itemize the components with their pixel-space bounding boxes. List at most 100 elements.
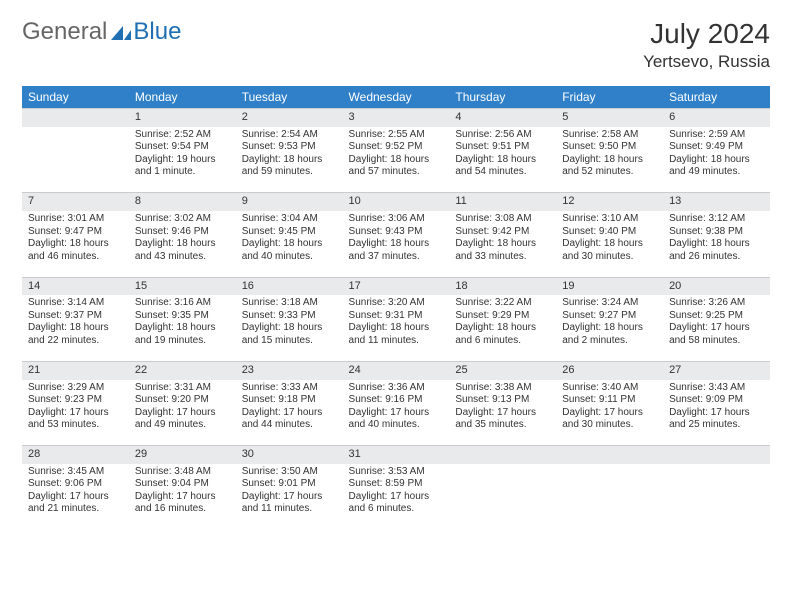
daylight-text-2: and 52 minutes. <box>562 166 657 179</box>
day-header: Sunday <box>22 86 129 109</box>
sunrise-text: Sunrise: 3:48 AM <box>135 466 230 479</box>
sunrise-text: Sunrise: 3:43 AM <box>669 382 764 395</box>
daylight-text-1: Daylight: 18 hours <box>562 154 657 167</box>
daylight-text-1: Daylight: 18 hours <box>455 322 550 335</box>
sunset-text: Sunset: 9:23 PM <box>28 394 123 407</box>
sunrise-text: Sunrise: 3:45 AM <box>28 466 123 479</box>
sunrise-text: Sunrise: 2:55 AM <box>349 129 444 142</box>
calendar-header-row: SundayMondayTuesdayWednesdayThursdayFrid… <box>22 86 770 109</box>
location-label: Yertsevo, Russia <box>643 52 770 72</box>
day-number-cell: 9 <box>236 193 343 211</box>
daylight-text-2: and 46 minutes. <box>28 251 123 264</box>
day-data-cell: Sunrise: 3:12 AMSunset: 9:38 PMDaylight:… <box>663 211 770 277</box>
day-number-row: 14151617181920 <box>22 277 770 295</box>
daylight-text-1: Daylight: 17 hours <box>135 407 230 420</box>
day-number-cell: 19 <box>556 277 663 295</box>
day-header: Monday <box>129 86 236 109</box>
day-header: Wednesday <box>343 86 450 109</box>
day-number-row: 21222324252627 <box>22 361 770 379</box>
day-data-row: Sunrise: 3:29 AMSunset: 9:23 PM Daylight:… <box>22 380 770 446</box>
sunrise-text: Sunrise: 3:04 AM <box>242 213 337 226</box>
day-number-row: 78910111213 <box>22 193 770 211</box>
day-number-cell: 18 <box>449 277 556 295</box>
daylight-text-2: and 35 minutes. <box>455 419 550 432</box>
sunset-text: Sunset: 8:59 PM <box>349 478 444 491</box>
day-data-row: Sunrise: 3:01 AMSunset: 9:47 PMDaylight:… <box>22 211 770 277</box>
sunrise-text: Sunrise: 3:53 AM <box>349 466 444 479</box>
daylight-text-2: and 30 minutes. <box>562 251 657 264</box>
day-number-cell: 31 <box>343 446 450 464</box>
daylight-text-1: Daylight: 18 hours <box>28 238 123 251</box>
sunset-text: Sunset: 9:33 PM <box>242 310 337 323</box>
daylight-text-2: and 40 minutes. <box>242 251 337 264</box>
page-header: General Blue July 2024 Yertsevo, Russia <box>22 18 770 72</box>
sunset-text: Sunset: 9:29 PM <box>455 310 550 323</box>
day-data-cell: Sunrise: 2:56 AMSunset: 9:51 PMDaylight:… <box>449 127 556 193</box>
day-data-cell: Sunrise: 3:31 AMSunset: 9:20 PMDaylight:… <box>129 380 236 446</box>
sunrise-text: Sunrise: 3:29 AM <box>28 382 123 395</box>
daylight-text-2: and 19 minutes. <box>135 335 230 348</box>
brand-text-blue: Blue <box>133 18 181 46</box>
day-data-cell: Sunrise: 2:54 AMSunset: 9:53 PMDaylight:… <box>236 127 343 193</box>
day-number-cell: 23 <box>236 361 343 379</box>
day-data-row: Sunrise: 3:45 AMSunset: 9:06 PM Daylight:… <box>22 464 770 530</box>
sunrise-text: Sunrise: 2:59 AM <box>669 129 764 142</box>
day-number-cell <box>449 446 556 464</box>
daylight-text-1: Daylight: 18 hours <box>455 238 550 251</box>
sunrise-text: Sunrise: 3:06 AM <box>349 213 444 226</box>
daylight-text-1: Daylight: 18 hours <box>562 322 657 335</box>
sunrise-text: Sunrise: 3:16 AM <box>135 297 230 310</box>
sunset-text: Sunset: 9:06 PM <box>28 478 123 491</box>
day-number-cell: 15 <box>129 277 236 295</box>
sunrise-text: Sunrise: 3:24 AM <box>562 297 657 310</box>
sunrise-text: Sunrise: 3:38 AM <box>455 382 550 395</box>
daylight-text-2: and 49 minutes. <box>135 419 230 432</box>
day-number-cell: 12 <box>556 193 663 211</box>
sunset-text: Sunset: 9:20 PM <box>135 394 230 407</box>
daylight-text-2: and 43 minutes. <box>135 251 230 264</box>
sunrise-text: Sunrise: 2:58 AM <box>562 129 657 142</box>
day-data-cell: Sunrise: 3:24 AMSunset: 9:27 PMDaylight:… <box>556 295 663 361</box>
daylight-text-2: and 49 minutes. <box>669 166 764 179</box>
calendar-table: SundayMondayTuesdayWednesdayThursdayFrid… <box>22 86 770 530</box>
day-number-cell: 13 <box>663 193 770 211</box>
day-number-cell: 10 <box>343 193 450 211</box>
sunrise-text: Sunrise: 3:36 AM <box>349 382 444 395</box>
day-number-cell: 30 <box>236 446 343 464</box>
day-data-cell: Sunrise: 3:36 AMSunset: 9:16 PMDaylight:… <box>343 380 450 446</box>
day-data-cell <box>556 464 663 530</box>
daylight-text-1: Daylight: 18 hours <box>242 322 337 335</box>
sunrise-text: Sunrise: 3:18 AM <box>242 297 337 310</box>
day-data-cell: Sunrise: 3:43 AMSunset: 9:09 PMDaylight:… <box>663 380 770 446</box>
title-block: July 2024 Yertsevo, Russia <box>643 18 770 72</box>
daylight-text-1: Daylight: 19 hours <box>135 154 230 167</box>
daylight-text-2: and 15 minutes. <box>242 335 337 348</box>
sunset-text: Sunset: 9:46 PM <box>135 226 230 239</box>
sunrise-text: Sunrise: 3:12 AM <box>669 213 764 226</box>
daylight-text-1: Daylight: 17 hours <box>242 407 337 420</box>
daylight-text-2: and 6 minutes. <box>349 503 444 516</box>
sunset-text: Sunset: 9:09 PM <box>669 394 764 407</box>
sunrise-text: Sunrise: 3:08 AM <box>455 213 550 226</box>
day-header: Tuesday <box>236 86 343 109</box>
day-data-cell: Sunrise: 3:53 AMSunset: 8:59 PMDaylight:… <box>343 464 450 530</box>
sunset-text: Sunset: 9:16 PM <box>349 394 444 407</box>
day-number-cell: 11 <box>449 193 556 211</box>
day-number-cell: 2 <box>236 109 343 127</box>
sunrise-text: Sunrise: 3:14 AM <box>28 297 123 310</box>
day-data-cell: Sunrise: 3:22 AMSunset: 9:29 PMDaylight:… <box>449 295 556 361</box>
daylight-text-1: Daylight: 17 hours <box>242 491 337 504</box>
daylight-text-2: and 40 minutes. <box>349 419 444 432</box>
daylight-text-2: and 54 minutes. <box>455 166 550 179</box>
sunset-text: Sunset: 9:13 PM <box>455 394 550 407</box>
daylight-text-1: Daylight: 17 hours <box>669 322 764 335</box>
daylight-text-2: and 53 minutes. <box>28 419 123 432</box>
sunset-text: Sunset: 9:38 PM <box>669 226 764 239</box>
day-number-cell: 1 <box>129 109 236 127</box>
daylight-text-2: and 30 minutes. <box>562 419 657 432</box>
sunset-text: Sunset: 9:11 PM <box>562 394 657 407</box>
day-number-cell: 21 <box>22 361 129 379</box>
sunset-text: Sunset: 9:50 PM <box>562 141 657 154</box>
day-data-cell: Sunrise: 3:45 AMSunset: 9:06 PMDaylight:… <box>22 464 129 530</box>
day-number-cell: 22 <box>129 361 236 379</box>
